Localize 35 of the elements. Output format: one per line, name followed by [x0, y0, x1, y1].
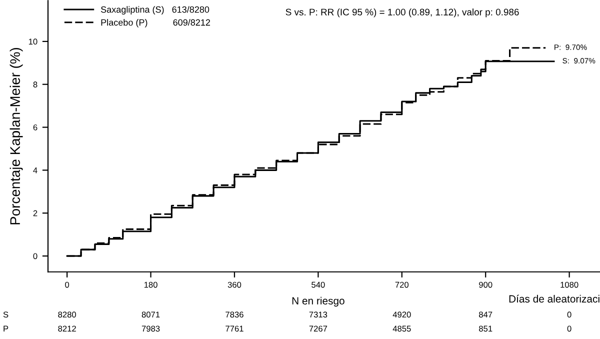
annotation: S vs. P: RR (IC 95 %) = 1.00 (0.89, 1.12), valor p: 0.986	[286, 8, 519, 18]
text: 0	[567, 326, 572, 332]
x-tick-label: 900	[479, 282, 492, 288]
x-tick-label: 180	[144, 282, 158, 288]
text: 7313	[309, 312, 328, 318]
text: 8071	[142, 312, 160, 318]
text: 7761	[226, 326, 244, 332]
text: 7836	[226, 312, 244, 318]
text: 847	[479, 312, 492, 318]
text: 851	[479, 326, 492, 332]
x-tick-label: 1080	[560, 282, 578, 288]
y-tick-label: 0	[33, 253, 38, 260]
y-axis-title: Porcentaje Kaplan-Meier (%)	[10, 48, 23, 224]
y-tick-label: 6	[33, 124, 38, 130]
x-tick-label: 720	[395, 282, 409, 288]
legend-label: Saxagliptina (S) 613/8280	[100, 6, 210, 15]
text: 0	[567, 312, 572, 318]
legend-label: Placebo (P) 609/8212	[101, 19, 210, 28]
text: S	[3, 312, 8, 318]
text: 7267	[309, 326, 328, 332]
text: 4855	[392, 326, 411, 332]
text: 8212	[58, 326, 76, 332]
text: P	[4, 326, 8, 332]
y-tick-label: 10	[28, 38, 38, 45]
text: 4920	[392, 312, 411, 318]
text: N en riesgo	[292, 296, 344, 307]
x-tick-label: 0	[65, 282, 70, 288]
y-tick-label: 4	[33, 167, 38, 174]
text: 7983	[142, 326, 160, 332]
y-tick-label: 8	[33, 82, 38, 88]
x-tick-label: 540	[312, 282, 325, 288]
text: 8280	[58, 312, 76, 318]
x-axis-title: Días de aleatorizaci	[509, 294, 600, 303]
x-tick-label: 360	[228, 282, 242, 288]
y-tick-label: 2	[33, 210, 38, 216]
